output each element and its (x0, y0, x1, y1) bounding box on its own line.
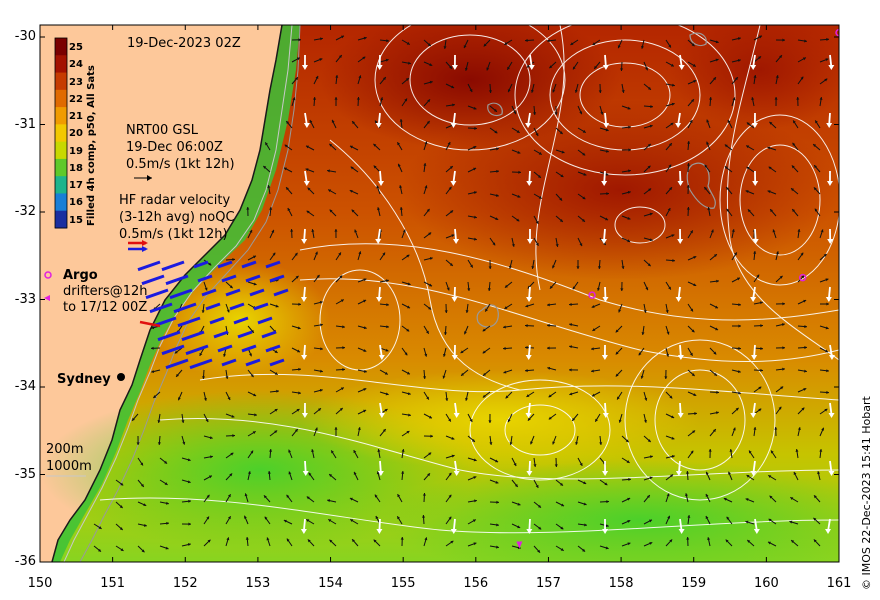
x-tick-label: 152 (172, 576, 198, 591)
gsl-legend-line3: 0.5m/s (1kt 12h) (126, 157, 235, 172)
x-tick-label: 157 (536, 576, 561, 591)
colorbar-tick-label: 18 (69, 162, 83, 174)
map-title: 19-Dec-2023 02Z (127, 36, 241, 51)
hf-radar-arrows (137, 260, 289, 370)
colorbar-tick-label: 25 (69, 42, 83, 53)
credit-text: © IMOS 22-Dec-2023 15:41 Hobart (860, 396, 873, 590)
y-tick-label: -31 (14, 116, 36, 132)
gsl-legend-line2: 19-Dec 06:00Z (126, 140, 223, 155)
colorbar-tick-label: 15 (69, 214, 83, 226)
argo-legend-marker (44, 271, 52, 279)
gsl-arrow-field (300, 54, 835, 534)
drifter-legend-marker (44, 295, 50, 301)
x-tick-label: 158 (608, 576, 634, 591)
y-tick-label: -33 (14, 291, 36, 307)
y-tick-label: -34 (14, 379, 36, 394)
current-vector-field (93, 35, 830, 554)
x-tick-label: 160 (753, 576, 779, 591)
colorbar-tick-label: 23 (69, 76, 83, 88)
gsl-legend-line1: NRT00 GSL (126, 123, 198, 138)
coastline (51, 25, 283, 562)
colorbar (54, 37, 68, 229)
colorbar-label: Filled 4h comp, p50, All Sats (86, 65, 97, 226)
x-tick-label: 161 (826, 576, 852, 591)
x-tick-label: 150 (27, 576, 53, 591)
hf-legend-line2: (3-12h avg) noQC (119, 210, 235, 225)
argo-legend-label: Argo (63, 268, 98, 283)
colorbar-tick-label: 22 (69, 93, 83, 105)
x-tick-label: 154 (318, 576, 343, 591)
gsl-legend-arrow (134, 175, 152, 181)
drifters-legend-line1: drifters@12h (63, 284, 148, 299)
colorbar-tick-label: 19 (69, 145, 83, 157)
colorbar-tick-label: 16 (69, 197, 83, 209)
x-tick-label: 155 (390, 576, 416, 591)
isobath-label-1000: 1000m (46, 459, 92, 474)
x-tick-label: 159 (681, 576, 707, 591)
y-tick-label: -36 (14, 554, 36, 569)
sydney-marker (117, 373, 125, 381)
colorbar-tick-label: 20 (69, 128, 83, 140)
city-label-sydney: Sydney (57, 372, 111, 387)
isobath-label-200: 200m (46, 442, 84, 457)
x-tick-label: 156 (463, 576, 489, 591)
hf-legend-line3: 0.5m/s (1kt 12h) (119, 227, 228, 242)
colorbar-tick-label: 21 (69, 111, 83, 123)
y-tick-label: -32 (14, 204, 36, 219)
x-tick-label: 151 (100, 576, 126, 591)
hf-legend-line1: HF radar velocity (119, 193, 231, 208)
argo-markers (516, 28, 839, 549)
y-tick-label: -30 (14, 29, 36, 44)
colorbar-tick-label: 17 (69, 180, 83, 192)
x-tick-label: 153 (245, 576, 271, 591)
y-tick-label: -35 (14, 466, 36, 482)
colorbar-tick-label: 24 (69, 59, 83, 71)
drifters-legend-line2: to 17/12 00Z (63, 300, 148, 315)
hf-legend-arrows (128, 240, 148, 252)
